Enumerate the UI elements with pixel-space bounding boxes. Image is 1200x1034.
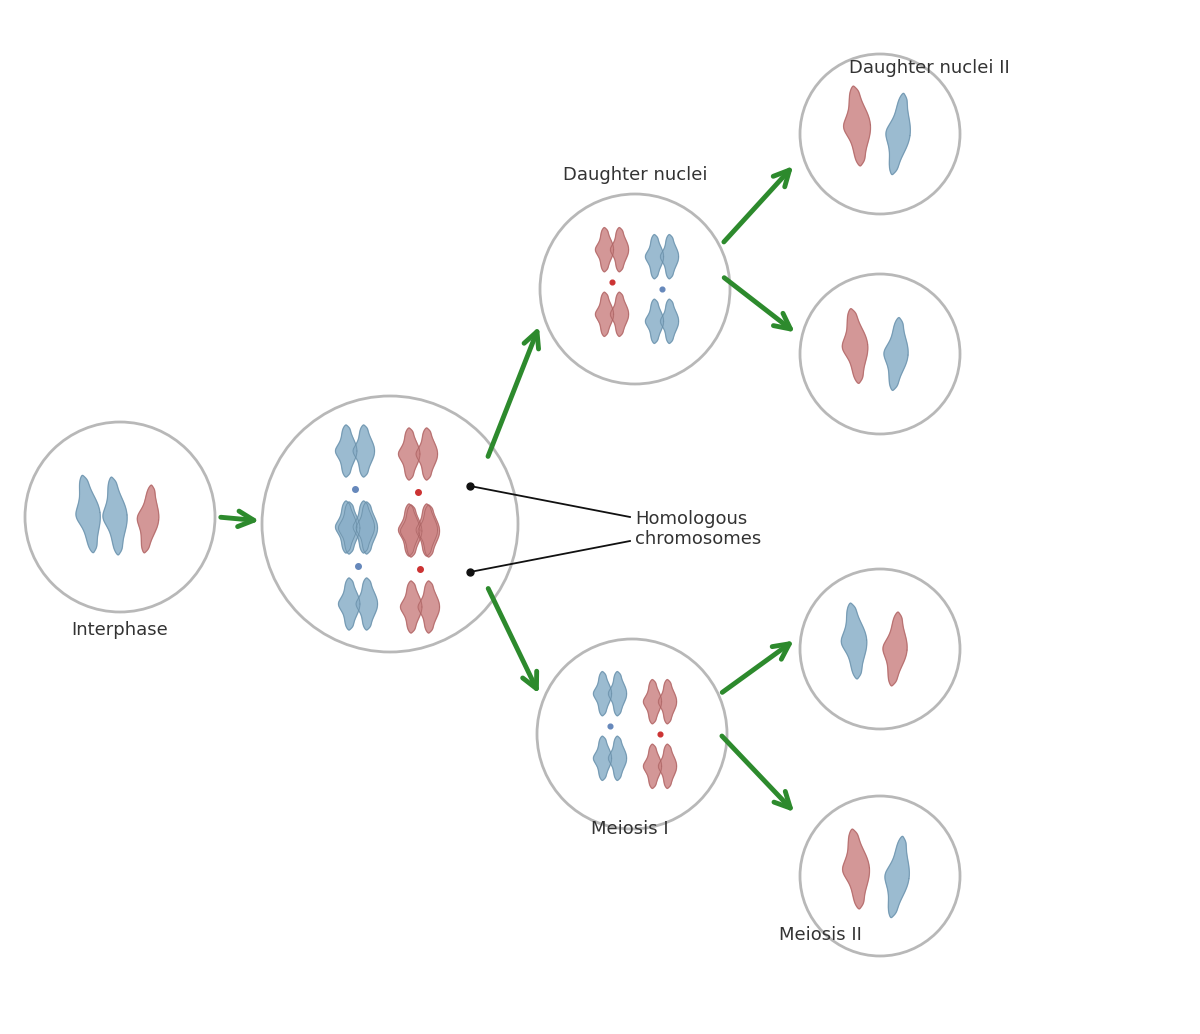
Text: Meiosis I: Meiosis I <box>592 820 668 838</box>
Polygon shape <box>884 837 910 917</box>
Polygon shape <box>416 428 438 480</box>
Polygon shape <box>608 736 626 781</box>
Polygon shape <box>401 581 422 633</box>
Text: Interphase: Interphase <box>72 621 168 639</box>
Text: Daughter nuclei: Daughter nuclei <box>563 166 707 184</box>
Polygon shape <box>353 425 374 477</box>
Polygon shape <box>646 235 664 279</box>
Polygon shape <box>659 744 677 788</box>
Polygon shape <box>338 578 360 630</box>
Polygon shape <box>356 501 378 554</box>
Polygon shape <box>418 581 439 633</box>
Polygon shape <box>356 578 378 630</box>
Polygon shape <box>594 736 612 781</box>
Polygon shape <box>418 505 439 557</box>
Polygon shape <box>608 672 626 716</box>
Polygon shape <box>401 505 422 557</box>
Polygon shape <box>844 86 870 165</box>
Polygon shape <box>594 672 612 716</box>
Polygon shape <box>398 428 420 480</box>
Polygon shape <box>336 425 356 477</box>
Polygon shape <box>103 477 127 555</box>
Polygon shape <box>842 829 870 909</box>
Polygon shape <box>646 299 664 343</box>
Polygon shape <box>643 679 661 724</box>
Polygon shape <box>643 744 661 788</box>
Polygon shape <box>660 299 678 343</box>
Text: Daughter nuclei II: Daughter nuclei II <box>850 59 1010 77</box>
Polygon shape <box>660 235 678 279</box>
Polygon shape <box>659 679 677 724</box>
Polygon shape <box>416 504 438 556</box>
Polygon shape <box>336 501 356 553</box>
Polygon shape <box>611 227 629 272</box>
Polygon shape <box>884 317 908 391</box>
Polygon shape <box>886 93 911 175</box>
Polygon shape <box>76 476 101 553</box>
Polygon shape <box>841 603 866 679</box>
Polygon shape <box>398 504 420 556</box>
Polygon shape <box>595 293 613 336</box>
Polygon shape <box>842 309 868 384</box>
Text: Meiosis II: Meiosis II <box>779 926 862 944</box>
Polygon shape <box>611 293 629 336</box>
Polygon shape <box>883 612 907 686</box>
Polygon shape <box>595 227 613 272</box>
Polygon shape <box>137 485 158 553</box>
Polygon shape <box>338 501 360 554</box>
Polygon shape <box>353 501 374 553</box>
Text: Homologous
chromosomes: Homologous chromosomes <box>635 510 761 548</box>
